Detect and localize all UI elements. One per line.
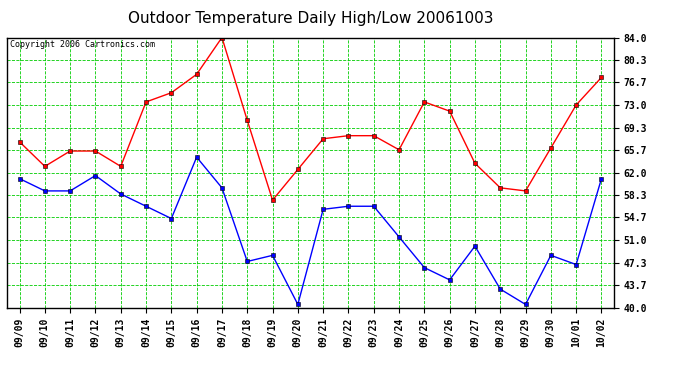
Text: Copyright 2006 Cartronics.com: Copyright 2006 Cartronics.com	[10, 40, 155, 49]
Text: Outdoor Temperature Daily High/Low 20061003: Outdoor Temperature Daily High/Low 20061…	[128, 11, 493, 26]
